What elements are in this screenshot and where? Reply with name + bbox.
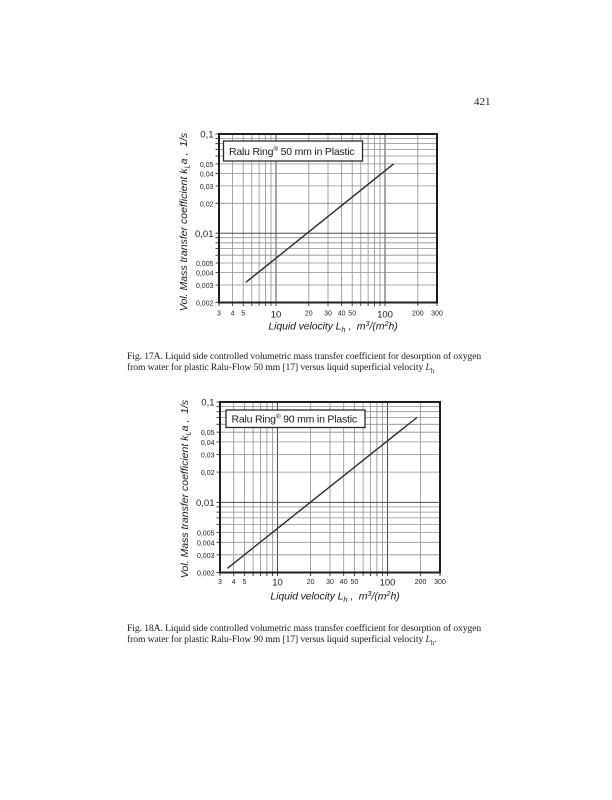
svg-text:0,005: 0,005 [197, 531, 215, 538]
svg-text:40: 40 [338, 311, 346, 318]
svg-text:3: 3 [217, 311, 221, 318]
svg-text:Ralu Ring® 90 mm in Plastic: Ralu Ring® 90 mm in Plastic [232, 413, 357, 426]
svg-text:0,005: 0,005 [196, 261, 214, 268]
svg-text:40: 40 [340, 579, 348, 586]
svg-text:0,03: 0,03 [200, 184, 214, 191]
svg-text:5: 5 [241, 311, 245, 318]
svg-text:0,02: 0,02 [200, 201, 214, 208]
svg-text:4: 4 [231, 311, 235, 318]
svg-text:0,1: 0,1 [200, 130, 213, 141]
svg-text:200: 200 [415, 579, 427, 586]
svg-text:0,004: 0,004 [196, 271, 214, 278]
svg-text:100: 100 [377, 309, 393, 320]
svg-text:Ralu Ring® 50 mm in Plastic: Ralu Ring® 50 mm in Plastic [229, 145, 354, 158]
svg-text:0,04: 0,04 [201, 440, 215, 447]
svg-text:0,03: 0,03 [201, 453, 215, 460]
svg-text:0,1: 0,1 [201, 398, 214, 409]
svg-text:5: 5 [242, 579, 246, 586]
svg-text:0,004: 0,004 [197, 540, 215, 547]
svg-text:0,01: 0,01 [195, 229, 214, 240]
svg-text:0,05: 0,05 [201, 430, 215, 437]
svg-text:0,003: 0,003 [197, 553, 215, 560]
svg-text:30: 30 [326, 579, 334, 586]
svg-text:20: 20 [305, 311, 313, 318]
svg-text:10: 10 [271, 309, 282, 320]
svg-text:0,05: 0,05 [200, 162, 214, 169]
svg-text:100: 100 [380, 578, 396, 589]
svg-text:Vol. Mass transfer coefficient: Vol. Mass transfer coefficient kLa , 1/s [178, 132, 192, 311]
svg-text:0,01: 0,01 [196, 498, 215, 509]
svg-text:Liquid velocity Lh , m3/(m2h): Liquid velocity Lh , m3/(m2h) [268, 319, 397, 334]
svg-text:50: 50 [351, 579, 359, 586]
svg-text:30: 30 [324, 311, 332, 318]
svg-text:0,002: 0,002 [196, 301, 214, 308]
svg-text:0,003: 0,003 [196, 283, 214, 290]
svg-text:0,02: 0,02 [201, 470, 215, 477]
svg-text:0,002: 0,002 [197, 571, 215, 578]
svg-text:20: 20 [307, 579, 315, 586]
svg-text:50: 50 [348, 311, 356, 318]
svg-text:300: 300 [434, 579, 446, 586]
svg-text:Liquid velocity Lh , m3/(m2h): Liquid velocity Lh , m3/(m2h) [270, 589, 399, 604]
svg-text:300: 300 [431, 311, 443, 318]
svg-text:Vol. Mass transfer coefficient: Vol. Mass transfer coefficient kLa , 1/s [179, 399, 193, 578]
svg-text:4: 4 [232, 579, 236, 586]
svg-text:0,04: 0,04 [200, 172, 214, 179]
svg-text:3: 3 [218, 579, 222, 586]
svg-text:10: 10 [272, 578, 283, 589]
svg-text:200: 200 [412, 311, 424, 318]
